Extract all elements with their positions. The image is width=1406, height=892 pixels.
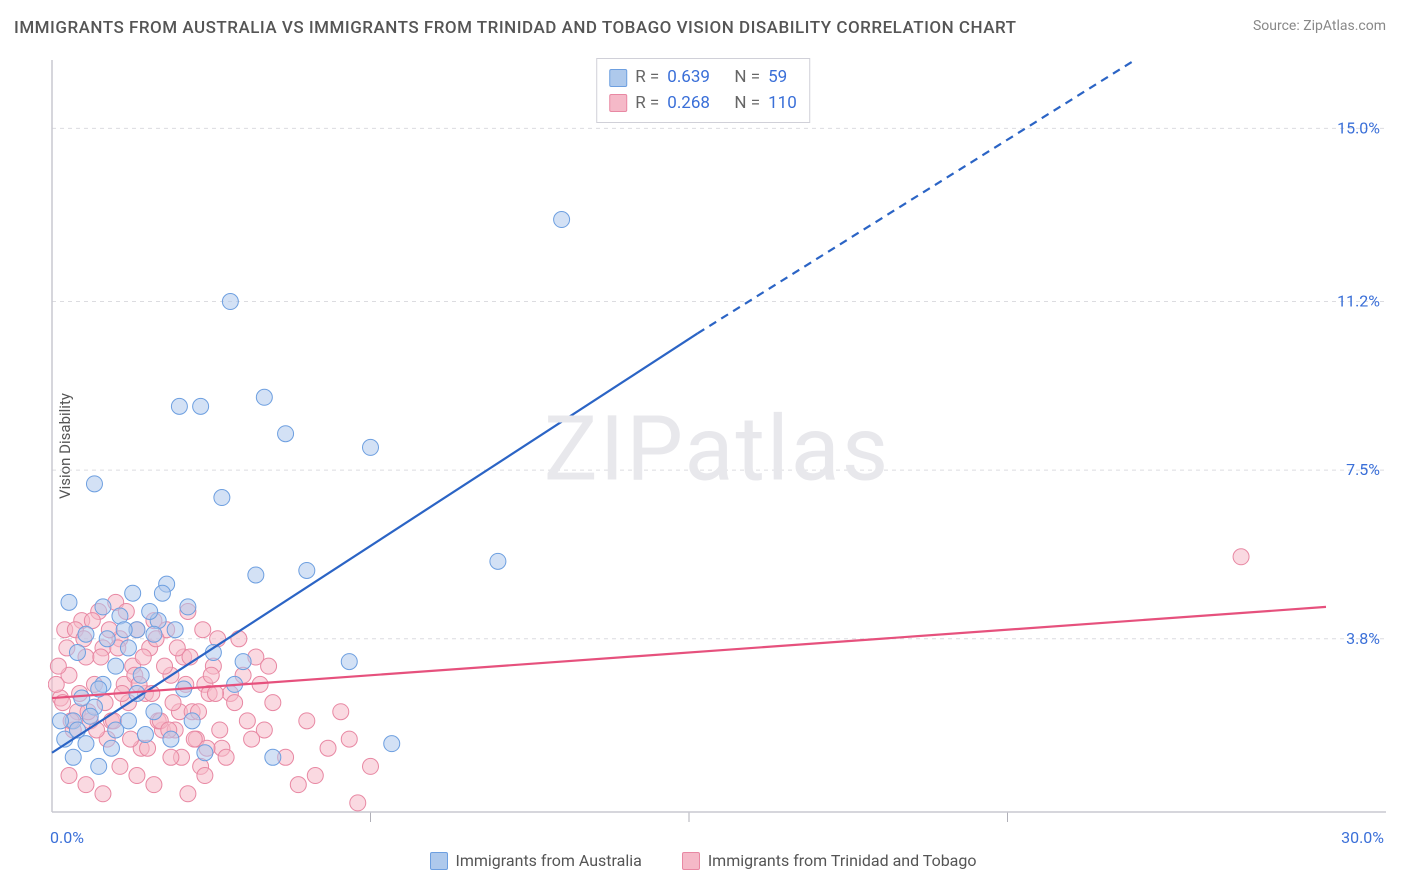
n-label: N = xyxy=(734,91,760,117)
r-label: R = xyxy=(635,91,659,117)
x-axis-min-label: 0.0% xyxy=(50,828,84,847)
legend-item-series2: Immigrants from Trinidad and Tobago xyxy=(682,851,977,870)
n-label: N = xyxy=(734,65,760,91)
legend-label-series1: Immigrants from Australia xyxy=(456,851,642,870)
swatch-series1 xyxy=(430,852,448,870)
svg-text:15.0%: 15.0% xyxy=(1337,118,1380,137)
scatter-plot-svg: 3.8% 7.5% 11.2% 15.0% xyxy=(48,56,1386,842)
n-value-series1: 59 xyxy=(768,65,787,91)
source-prefix: Source: xyxy=(1253,18,1303,34)
source-attribution: Source: ZipAtlas.com xyxy=(1253,18,1386,34)
r-label: R = xyxy=(635,65,659,91)
x-axis-max-label: 30.0% xyxy=(1341,828,1384,847)
swatch-series1 xyxy=(609,69,627,87)
chart-title: IMMIGRANTS FROM AUSTRALIA VS IMMIGRANTS … xyxy=(14,18,1016,38)
n-value-series2: 110 xyxy=(768,91,797,117)
svg-text:3.8%: 3.8% xyxy=(1346,629,1380,648)
plot-area: ZIPatlas 3.8%7.5%11.2%15.0% xyxy=(48,56,1386,842)
stats-row-series2: R = 0.268 N = 110 xyxy=(609,91,797,117)
legend-item-series1: Immigrants from Australia xyxy=(430,851,642,870)
swatch-series2 xyxy=(609,94,627,112)
source-name: ZipAtlas.com xyxy=(1303,18,1386,34)
bottom-legend: Immigrants from Australia Immigrants fro… xyxy=(0,851,1406,870)
correlation-stats-box: R = 0.639 N = 59 R = 0.268 N = 110 xyxy=(596,58,810,123)
r-value-series1: 0.639 xyxy=(667,65,710,91)
svg-text:7.5%: 7.5% xyxy=(1346,460,1380,479)
chart-container: IMMIGRANTS FROM AUSTRALIA VS IMMIGRANTS … xyxy=(0,0,1406,892)
svg-text:11.2%: 11.2% xyxy=(1337,292,1380,311)
stats-row-series1: R = 0.639 N = 59 xyxy=(609,65,797,91)
legend-label-series2: Immigrants from Trinidad and Tobago xyxy=(708,851,977,870)
swatch-series2 xyxy=(682,852,700,870)
r-value-series2: 0.268 xyxy=(667,91,710,117)
